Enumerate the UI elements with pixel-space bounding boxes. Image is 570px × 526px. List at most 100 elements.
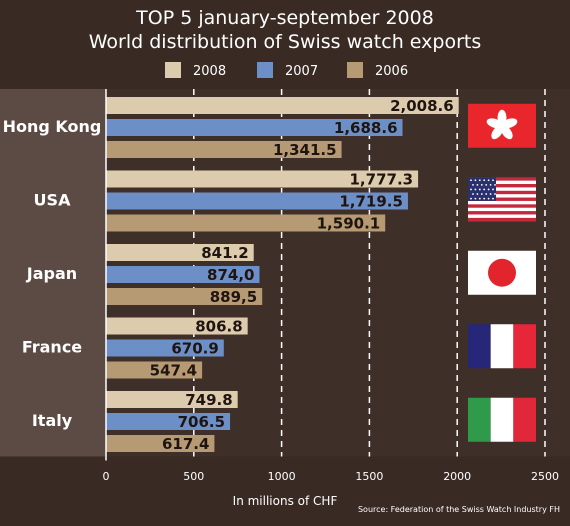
tick-label: 2500 (531, 470, 559, 483)
flag-canton (468, 177, 496, 201)
flag-star (487, 188, 490, 191)
usa-flag-icon (468, 177, 536, 222)
flag-star (489, 193, 492, 195)
flag-star (478, 197, 481, 200)
legend-label-2008: 2008 (193, 64, 226, 79)
bauhinia-petal (500, 125, 513, 140)
bar-2007-0 (106, 119, 403, 136)
flag-stripe (468, 197, 536, 202)
flag-stripe (468, 177, 536, 181)
x-axis-label: In millions of CHF (233, 494, 338, 508)
hong-kong-flag-icon (468, 103, 536, 148)
flag-stripe (468, 187, 536, 192)
bars (106, 97, 459, 452)
flag-star (483, 188, 486, 191)
flag-star (485, 183, 488, 186)
bauhinia-petal (491, 125, 504, 140)
flag-stripe (468, 211, 536, 215)
tick-label: 0 (103, 470, 110, 483)
legend-label-2007: 2007 (285, 64, 318, 79)
flag-star (474, 179, 477, 182)
value-label-2007: 1,719.5 (339, 193, 403, 211)
bauhinia-petal (486, 118, 503, 129)
bar-2007-2 (106, 266, 260, 283)
value-label-2008: 841.2 (201, 244, 248, 262)
legend-swatch-2008 (165, 62, 181, 78)
tick-label: 1000 (268, 470, 296, 483)
value-label-2007: 874,0 (207, 266, 254, 284)
source-note: Source: Federation of the Swiss Watch In… (358, 505, 560, 514)
flag-star (494, 183, 496, 186)
flag-star (478, 188, 481, 191)
chart-title: TOP 5 january-september 2008 (135, 7, 434, 29)
bar-2006-0 (106, 141, 342, 158)
flag-stripe (468, 207, 536, 212)
tick-label: 2000 (443, 470, 471, 483)
flag-star (470, 197, 472, 200)
flag-star (470, 188, 472, 191)
bar-2006-3 (106, 361, 203, 379)
bar-2008-1 (106, 170, 419, 188)
value-label-2006: 617.4 (162, 435, 209, 453)
bar-2008-3 (106, 317, 248, 335)
labels: Hong Kong USA Japan France Italy 2,008.6 1,688… (3, 97, 454, 453)
flag-stripe (468, 217, 536, 222)
flag-stripe (468, 180, 536, 185)
flag-star (474, 188, 477, 191)
flag-sun (488, 258, 516, 287)
flag-star (485, 193, 488, 195)
flag-stripe (468, 214, 536, 219)
bar-2008-4 (106, 391, 238, 408)
flag-star (492, 197, 494, 200)
value-label-2006: 547.4 (150, 362, 197, 380)
bar-2008-2 (106, 244, 254, 261)
value-label-2006: 1,341.5 (273, 141, 337, 159)
flag-green (468, 397, 491, 442)
legend-label-2006: 2006 (375, 64, 408, 79)
legend-swatch-2006 (347, 62, 363, 78)
category-label: USA (34, 190, 72, 209)
italy-flag-icon (468, 397, 536, 442)
flag-blue (468, 324, 491, 369)
tick-label: 500 (183, 470, 204, 483)
flag-stripe (468, 194, 536, 198)
flag-star (476, 183, 479, 186)
bar-2006-2 (106, 288, 263, 305)
flag-stripe (468, 184, 536, 188)
flag-white (490, 397, 514, 442)
france-flag-icon (468, 324, 536, 369)
flag-stripe (468, 204, 536, 209)
flag-stripe (468, 190, 536, 195)
flag-stripe (468, 200, 536, 205)
flag-star (487, 179, 490, 182)
bar-2006-1 (106, 214, 386, 232)
flags (468, 103, 536, 442)
value-label-2008: 806.8 (195, 318, 242, 336)
bar-2007-3 (106, 339, 224, 357)
bar-2007-1 (106, 192, 408, 210)
category-label: Japan (26, 264, 77, 283)
flag-star (489, 183, 492, 186)
chart-subtitle: World distribution of Swiss watch export… (89, 31, 481, 53)
bar-2008-0 (106, 97, 459, 114)
value-label-2008: 749.8 (185, 391, 232, 409)
flag-red (513, 397, 536, 442)
value-label-2008: 1,777.3 (350, 171, 414, 189)
flag-star (483, 179, 486, 182)
category-label: France (22, 337, 82, 356)
value-label-2008: 2,008.6 (390, 97, 454, 115)
tick-label: 1500 (355, 470, 383, 483)
flag-star (480, 193, 483, 195)
flag-star (492, 188, 494, 191)
japan-flag-icon (468, 250, 536, 295)
flag-star (483, 197, 486, 200)
flag-star (492, 179, 494, 182)
flag-star (494, 193, 496, 195)
value-label-2007: 670.9 (171, 340, 218, 358)
flag-red (513, 324, 536, 369)
legend: 2008 2007 2006 (165, 62, 408, 79)
flag-star (478, 179, 481, 182)
category-label: Italy (32, 411, 73, 430)
